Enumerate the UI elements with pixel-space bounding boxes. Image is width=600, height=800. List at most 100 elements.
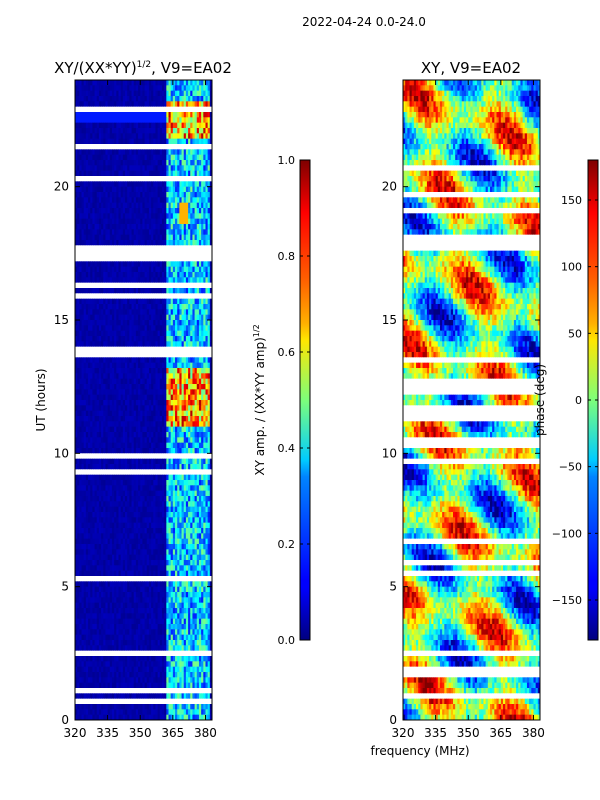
left-heatmap-cell	[192, 160, 196, 166]
left-heatmap-cell	[194, 149, 198, 156]
left-heatmap-cell	[107, 282, 111, 289]
left-heatmap-cell	[194, 458, 198, 465]
left-heatmap-cell	[159, 336, 163, 342]
left-heatmap-cell	[120, 208, 124, 214]
left-heatmap-cell	[159, 485, 163, 492]
left-heatmap-cell	[138, 389, 141, 396]
left-heatmap-cell	[181, 293, 185, 300]
left-heatmap-cell	[183, 85, 187, 92]
left-heatmap-cell	[205, 416, 209, 422]
left-heatmap-cell	[140, 106, 143, 113]
left-heatmap-cell	[170, 213, 174, 220]
left-heatmap-cell	[188, 101, 191, 108]
left-heatmap-cell	[116, 154, 119, 161]
left-heatmap-cell	[120, 282, 124, 289]
left-heatmap-cell	[192, 261, 196, 268]
left-heatmap-cell	[138, 368, 141, 374]
left-heatmap-cell	[153, 389, 156, 396]
left-heatmap-cell	[205, 346, 209, 353]
left-heatmap-cell	[114, 208, 117, 214]
left-heatmap-cell	[188, 362, 191, 369]
left-heatmap-cell	[125, 357, 128, 364]
left-heatmap-cell	[120, 224, 124, 230]
left-heatmap-cell	[194, 282, 198, 289]
left-heatmap-cell	[179, 240, 183, 246]
left-heatmap-cell	[114, 128, 117, 134]
left-heatmap-cell	[148, 416, 152, 422]
left-heatmap-cell	[159, 85, 163, 92]
left-heatmap-cell	[105, 416, 109, 422]
left-heatmap-cell	[77, 501, 80, 508]
left-heatmap-cell	[146, 154, 150, 161]
left-heatmap-cell	[188, 240, 191, 246]
left-heatmap-cell	[83, 112, 87, 118]
left-heatmap-cell	[205, 101, 209, 108]
left-heatmap-cell	[205, 293, 209, 300]
left-heatmap-cell	[142, 234, 146, 241]
left-heatmap-cell	[190, 453, 193, 460]
left-heatmap-cell	[94, 410, 98, 417]
left-heatmap-cell	[170, 352, 174, 358]
left-heatmap-cell	[120, 442, 124, 449]
left-heatmap-cell	[161, 298, 165, 305]
left-heatmap-cell	[94, 128, 98, 134]
left-heatmap-cell	[155, 330, 159, 337]
left-heatmap-cell	[81, 426, 85, 433]
left-heatmap-cell	[170, 85, 174, 92]
left-heatmap-cell	[109, 106, 113, 113]
left-heatmap-cell	[127, 165, 130, 172]
left-heatmap-cell	[164, 362, 167, 369]
left-heatmap-cell	[98, 122, 102, 129]
left-heatmap-cell	[109, 389, 113, 396]
left-heatmap-cell	[81, 117, 85, 124]
left-heatmap-cell	[133, 293, 137, 300]
left-heatmap-cell	[196, 336, 200, 342]
left-heatmap-cell	[96, 325, 100, 332]
left-heatmap-cell	[133, 96, 137, 102]
left-heatmap-cell	[109, 229, 113, 236]
left-heatmap-cell	[140, 90, 143, 97]
left-heatmap-cell	[185, 181, 189, 188]
left-heatmap-cell	[133, 448, 137, 454]
left-heatmap-cell	[140, 197, 143, 204]
left-heatmap-cell	[177, 90, 180, 97]
left-heatmap-cell	[85, 346, 89, 353]
left-heatmap-cell	[103, 352, 106, 358]
left-heatmap-cell	[109, 149, 113, 156]
left-heatmap-cell	[111, 213, 115, 220]
left-heatmap-cell	[85, 421, 89, 428]
left-heatmap-cell	[205, 266, 209, 273]
left-heatmap-cell	[153, 421, 156, 428]
left-heatmap-cell	[96, 416, 100, 422]
left-heatmap-cell	[103, 384, 106, 390]
left-heatmap-cell	[140, 341, 143, 348]
left-heatmap-cell	[90, 373, 93, 380]
left-heatmap-cell	[98, 202, 102, 209]
left-heatmap-cell	[194, 181, 198, 188]
left-heatmap-cell	[135, 170, 139, 177]
left-heatmap-cell	[209, 186, 212, 193]
left-heatmap-cell	[201, 202, 204, 209]
left-heatmap-cell	[148, 181, 152, 188]
left-heatmap-cell	[159, 389, 163, 396]
left-heatmap-cell	[175, 341, 178, 348]
left-heatmap-cell	[88, 336, 91, 342]
left-heatmap-cell	[188, 346, 191, 353]
left-heatmap-cell	[181, 197, 185, 204]
left-heatmap-cell	[196, 346, 200, 353]
left-heatmap-cell	[159, 458, 163, 465]
left-heatmap-cell	[207, 96, 211, 102]
left-heatmap-cell	[125, 474, 128, 481]
left-heatmap-cell	[205, 112, 209, 118]
left-heatmap-cell	[103, 346, 106, 353]
left-heatmap-cell	[198, 341, 202, 348]
left-heatmap-cell	[111, 112, 115, 118]
left-heatmap-cell	[131, 362, 135, 369]
left-heatmap-cell	[194, 165, 198, 172]
left-heatmap-cell	[188, 192, 191, 198]
left-heatmap-cell	[94, 464, 98, 470]
left-heatmap-cell	[177, 304, 180, 310]
left-heatmap-cell	[109, 85, 113, 92]
left-heatmap-cell	[183, 282, 187, 289]
left-heatmap-cell	[201, 330, 204, 337]
